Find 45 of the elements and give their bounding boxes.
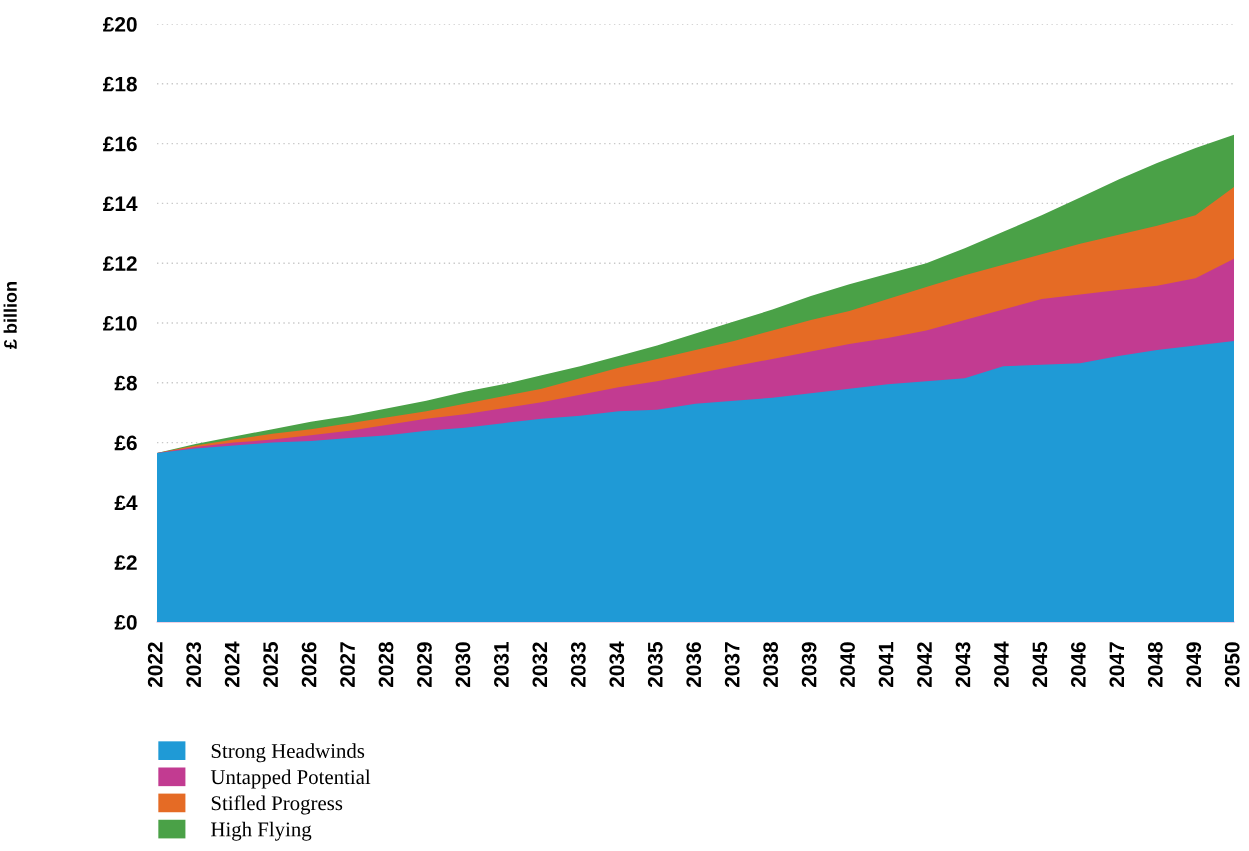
x-tick-label: 2050 <box>1224 642 1240 688</box>
x-tick-label: 2048 <box>1147 642 1163 688</box>
x-tick-label: 2026 <box>301 642 317 688</box>
x-tick-label: 2046 <box>1070 642 1086 688</box>
x-tick-label: 2028 <box>378 642 394 688</box>
y-axis-title: £ billion <box>3 282 17 349</box>
x-tick-label: 2041 <box>878 642 894 688</box>
x-tick-label: 2037 <box>724 642 740 688</box>
y-tick-label: £14 <box>103 196 138 211</box>
x-tick-label: 2027 <box>340 642 355 688</box>
y-tick-label: £2 <box>114 555 137 570</box>
x-tick-label: 2023 <box>186 642 202 688</box>
y-tick-label: £8 <box>114 375 137 391</box>
x-tick-label: 2022 <box>147 642 163 688</box>
x-tick-label: 2044 <box>994 641 1009 688</box>
x-tick-label: 2029 <box>417 642 432 688</box>
x-tick-label: 2031 <box>494 642 509 688</box>
y-tick-label: £0 <box>114 615 137 630</box>
x-tick-label: 2034 <box>609 641 625 688</box>
y-tick-label: £10 <box>103 316 137 331</box>
x-tick-label: 2043 <box>955 642 971 688</box>
x-tick-label: 2035 <box>647 642 663 688</box>
legend-label: Strong Headwinds <box>211 743 365 763</box>
y-tick-label: £4 <box>114 495 138 510</box>
y-tick-label: £16 <box>103 136 137 152</box>
legend-label: Untapped Potential <box>210 769 371 789</box>
x-tick-label: 2038 <box>763 642 779 688</box>
x-tick-label: 2030 <box>455 642 471 688</box>
y-tick-label: £18 <box>103 76 137 92</box>
y-tick-label: £20 <box>103 17 137 32</box>
legend-label: High Flying <box>211 821 312 841</box>
x-tick-label: 2025 <box>263 642 278 688</box>
x-tick-label: 2049 <box>1186 642 1202 688</box>
x-tick-label: 2033 <box>570 642 586 688</box>
x-tick-label: 2042 <box>917 642 932 688</box>
legend-label: Stifled Progress <box>211 795 343 815</box>
x-tick-label: 2024 <box>224 641 240 688</box>
x-tick-label: 2036 <box>686 642 702 688</box>
x-tick-label: 2047 <box>1109 642 1125 688</box>
x-tick-label: 2045 <box>1032 642 1048 688</box>
y-tick-label: £12 <box>103 256 137 271</box>
x-tick-label: 2039 <box>801 642 817 688</box>
x-tick-label: 2032 <box>532 642 548 688</box>
x-tick-label: 2040 <box>840 642 855 688</box>
y-tick-label: £6 <box>114 435 137 451</box>
